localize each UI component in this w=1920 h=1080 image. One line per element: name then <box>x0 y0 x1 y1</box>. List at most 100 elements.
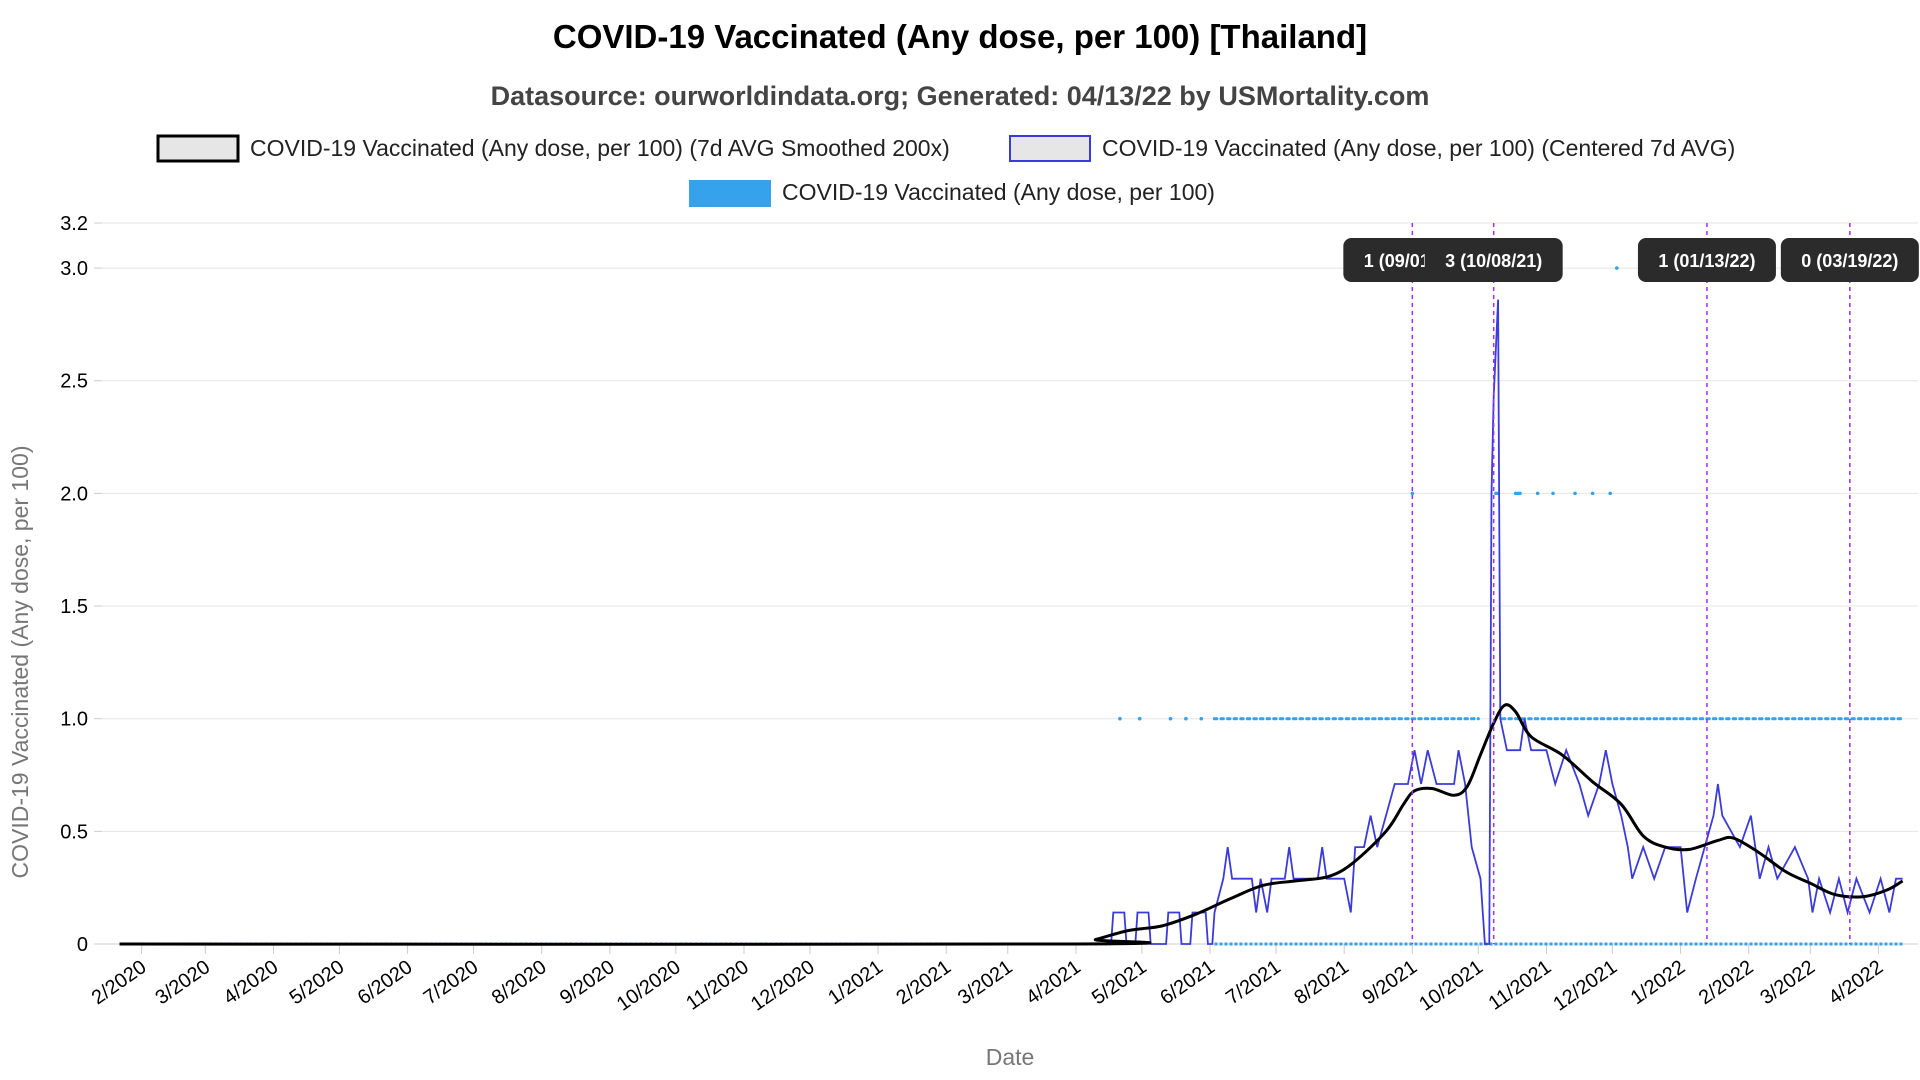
raw-point <box>1641 717 1645 721</box>
raw-point <box>1751 717 1755 721</box>
x-tick-label: 4/2020 <box>220 956 283 1009</box>
raw-point <box>1529 717 1533 721</box>
raw-point <box>1560 717 1564 721</box>
legend-swatch-raw <box>689 180 771 207</box>
raw-point <box>1445 717 1450 721</box>
raw-point <box>1313 717 1318 721</box>
raw-point <box>1344 717 1348 721</box>
raw-point <box>1575 717 1579 721</box>
raw-point <box>1586 717 1590 721</box>
raw-point <box>1634 717 1639 721</box>
y-axis-ticks: 0 0.5 1.0 1.5 2.0 2.5 3.0 3.2 <box>60 213 102 956</box>
raw-point <box>1364 717 1368 721</box>
raw-point <box>1714 717 1718 721</box>
raw-point <box>1551 491 1555 496</box>
raw-point <box>1614 266 1619 270</box>
raw-point <box>1665 717 1669 721</box>
raw-point <box>1707 717 1711 721</box>
raw-point <box>1298 717 1302 721</box>
raw-point <box>1412 717 1417 721</box>
raw-point <box>1439 717 1443 721</box>
raw-point <box>1430 717 1434 721</box>
raw-point <box>1386 717 1390 721</box>
annotation-box <box>1780 238 1919 282</box>
x-tick-label: 8/2020 <box>488 956 551 1009</box>
raw-point <box>1377 717 1381 721</box>
raw-point <box>1678 717 1683 721</box>
raw-point <box>1582 717 1586 721</box>
raw-point <box>1562 717 1566 721</box>
y-tick-label: 3.2 <box>60 213 88 235</box>
raw-point <box>1753 717 1757 721</box>
raw-point <box>1390 717 1395 721</box>
raw-point <box>1718 717 1722 721</box>
raw-point <box>1373 717 1377 721</box>
raw-point <box>1606 717 1610 721</box>
raw-point <box>1333 717 1337 721</box>
raw-point <box>1456 717 1461 721</box>
raw-point <box>1890 717 1894 721</box>
raw-point <box>1168 716 1173 721</box>
raw-point <box>1338 717 1342 721</box>
raw-point <box>1804 717 1808 721</box>
raw-point <box>1599 717 1604 721</box>
raw-point <box>1503 717 1507 721</box>
x-tick-label: 5/2021 <box>1088 956 1151 1009</box>
raw-point <box>1784 717 1788 721</box>
raw-point <box>1850 717 1854 721</box>
raw-point <box>1245 717 1250 721</box>
raw-point <box>1459 717 1463 721</box>
raw-point <box>1857 717 1861 721</box>
chart-subtitle: Datasource: ourworldindata.org; Generate… <box>491 81 1430 111</box>
raw-point <box>1426 717 1430 721</box>
raw-point <box>1285 717 1289 721</box>
legend-item-smoothed[interactable]: COVID-19 Vaccinated (Any dose, per 100) … <box>156 134 950 163</box>
raw-point <box>1393 717 1397 721</box>
raw-point <box>1226 717 1230 721</box>
raw-point <box>1535 491 1540 496</box>
annotation-text: 0 (03/19/22) <box>1801 251 1898 271</box>
raw-point <box>1232 717 1236 721</box>
raw-point <box>1432 717 1436 721</box>
raw-point <box>1590 491 1595 496</box>
raw-point <box>1793 717 1797 721</box>
grid-lines <box>102 222 1918 945</box>
raw-point <box>1817 717 1821 721</box>
raw-point <box>1406 717 1410 721</box>
raw-point <box>1265 717 1269 721</box>
raw-point <box>1366 717 1370 721</box>
raw-point <box>1384 717 1388 721</box>
raw-point <box>1681 717 1685 721</box>
raw-point <box>1846 717 1850 721</box>
raw-point <box>1566 717 1571 721</box>
annotation-label: 0 (03/19/22) <box>1780 238 1919 282</box>
raw-point <box>1472 717 1476 721</box>
raw-point <box>1357 717 1362 721</box>
raw-point <box>1700 717 1705 721</box>
raw-point <box>1542 717 1546 721</box>
x-tick-label: 11/2021 <box>1485 956 1556 1015</box>
raw-point <box>1826 717 1830 721</box>
raw-point <box>1766 717 1771 721</box>
raw-point <box>1320 717 1324 721</box>
x-tick-label: 6/2021 <box>1156 956 1219 1009</box>
raw-point <box>1215 717 1219 721</box>
raw-point <box>1450 717 1454 721</box>
raw-point <box>1234 717 1239 721</box>
raw-point <box>1417 717 1421 721</box>
x-tick-label: 3/2020 <box>151 956 214 1009</box>
raw-point <box>1331 717 1335 721</box>
raw-point <box>1351 717 1355 721</box>
raw-point <box>1553 717 1557 721</box>
raw-point <box>1896 717 1900 721</box>
raw-point <box>1443 717 1447 721</box>
raw-point <box>1819 717 1823 721</box>
x-tick-label: 1/2021 <box>824 956 887 1009</box>
legend-item-raw[interactable]: COVID-19 Vaccinated (Any dose, per 100) <box>689 179 1215 207</box>
raw-point <box>1885 717 1889 721</box>
legend-item-centered[interactable]: COVID-19 Vaccinated (Any dose, per 100) … <box>1009 135 1735 162</box>
raw-point <box>1300 717 1305 721</box>
raw-point <box>1806 717 1810 721</box>
x-tick-label: 8/2021 <box>1290 956 1353 1009</box>
